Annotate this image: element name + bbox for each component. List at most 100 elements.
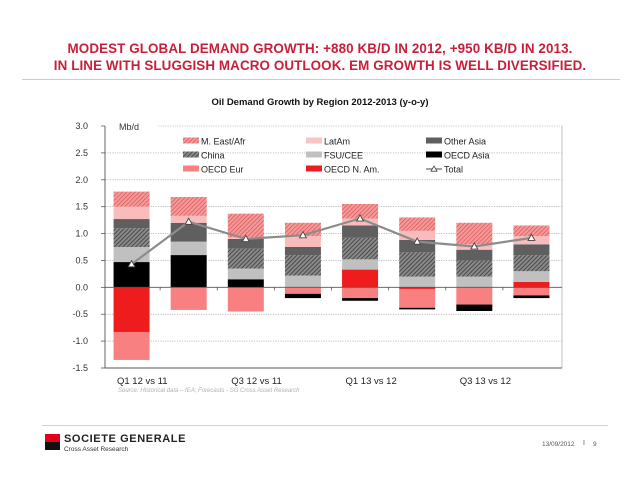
bar-segment	[513, 255, 550, 272]
bar-segment	[399, 217, 436, 231]
bar-stack	[227, 213, 264, 312]
bar-segment	[342, 287, 379, 299]
bar-segment	[342, 237, 379, 260]
bar-segment	[342, 203, 379, 219]
gridlines	[105, 125, 562, 342]
legend-swatch-icon	[426, 137, 442, 144]
bar-segment	[113, 287, 150, 332]
y-tick-label: 0.5	[75, 255, 88, 265]
bar-segment	[284, 236, 321, 247]
legend-swatch-icon	[183, 151, 199, 158]
company-name: SOCIETE GENERALE	[64, 433, 187, 445]
legend-item: China	[183, 151, 225, 161]
legend-swatch-icon	[183, 137, 199, 144]
footer-date: 13/09/2012	[542, 441, 575, 448]
bar-segment	[456, 276, 493, 288]
bar-segment	[113, 331, 150, 360]
bar-segment	[113, 206, 150, 220]
legend-label: FSU/CEE	[324, 151, 363, 161]
bar-segment	[170, 196, 207, 216]
bar-segment	[456, 249, 493, 261]
y-tick-label: 1.0	[75, 229, 88, 239]
bar-segment	[113, 191, 150, 207]
bar-segment	[227, 268, 264, 280]
legend-label: Other Asia	[444, 137, 486, 147]
total-series	[127, 213, 536, 268]
bar-segment	[227, 248, 264, 269]
bar-segment	[399, 287, 436, 289]
bar-stack	[399, 217, 436, 310]
legend-label: M. East/Afr	[201, 137, 246, 147]
legend-label: China	[201, 151, 225, 161]
legend-swatch-icon	[306, 137, 322, 144]
y-tick-label: 0.0	[75, 282, 88, 292]
y-tick-label: 1.5	[75, 202, 88, 212]
bar-segment	[342, 259, 379, 270]
bar-stack	[170, 196, 207, 310]
legend-triangle-icon	[430, 165, 438, 172]
societe-generale-logo-icon	[45, 434, 60, 450]
legend-item: M. East/Afr	[183, 137, 246, 147]
bar-segment	[227, 279, 264, 288]
legend-item: OECD Asia	[426, 151, 490, 161]
bar-segment	[113, 228, 150, 247]
bar-segment	[342, 269, 379, 288]
legend-label: LatAm	[324, 137, 350, 147]
headline-line-1: MODEST GLOBAL DEMAND GROWTH: +880 KB/D I…	[67, 41, 573, 56]
legend-swatch-icon	[426, 151, 442, 158]
bar-segment	[513, 281, 550, 288]
legend-swatch-icon	[306, 151, 322, 158]
y-tick-label: -1.0	[72, 336, 88, 346]
bar-segment	[342, 225, 379, 238]
bar-segment	[284, 275, 321, 288]
total-point-marker	[184, 217, 193, 225]
total-point-marker	[298, 230, 308, 239]
bar-segment	[399, 288, 436, 308]
bar-segment	[399, 252, 436, 277]
total-point-marker	[355, 213, 365, 222]
x-category-label: Q3 12 vs 11	[231, 376, 282, 387]
x-category-label: Q1 12 vs 11	[117, 376, 168, 387]
bar-segment	[170, 241, 207, 256]
legend-swatch-icon	[183, 165, 199, 172]
bar-segment	[456, 260, 493, 277]
division-name: Cross Asset Research	[64, 446, 129, 453]
legend-label: OECD N. Am.	[324, 165, 380, 175]
legend-item: LatAm	[306, 137, 350, 147]
bar-segment	[513, 225, 550, 237]
bar-segment	[342, 218, 379, 226]
x-category-label: Q3 13 vs 12	[460, 376, 511, 387]
total-point-marker	[527, 233, 536, 241]
page-number: 9	[593, 441, 597, 448]
y-tick-label: -1.5	[72, 363, 88, 373]
total-point-marker	[413, 237, 422, 245]
bar-segment	[513, 287, 550, 296]
bar-stacks	[113, 191, 550, 360]
legend-item: Other Asia	[426, 137, 486, 147]
legend-label: OECD Asia	[444, 151, 490, 161]
source-note: Source: Historical data – IEA; Forecasts…	[118, 388, 300, 394]
total-point-marker	[241, 234, 250, 242]
y-tick-labels: 3.0 2.5 2.0 1.5 1.0 0.5 0.0 -0.5 -1.0 -1.5	[72, 121, 88, 373]
bar-segment	[170, 287, 207, 310]
y-tick-label: 2.0	[75, 175, 88, 185]
bar-segment	[284, 247, 321, 256]
headline-line-2: IN LINE WITH SLUGGISH MACRO OUTLOOK. EM …	[53, 58, 587, 73]
legend-item: FSU/CEE	[306, 151, 363, 161]
slide-headline: MODEST GLOBAL DEMAND GROWTH: +880 KB/D I…	[0, 40, 640, 74]
y-tick-label: -0.5	[72, 309, 88, 319]
x-category-labels: Q1 12 vs 11 Q3 12 vs 11 Q1 13 vs 12 Q3 13 v…	[117, 376, 511, 387]
chart-legend: M. East/Afr LatAm Other Asia China FSU/CEE OE…	[183, 137, 490, 175]
bar-segment	[170, 255, 207, 288]
headline-divider	[22, 79, 620, 80]
bar-segment	[456, 287, 493, 305]
bar-segment	[227, 213, 264, 238]
bar-stack	[456, 222, 493, 311]
x-category-label: Q1 13 vs 12	[346, 376, 397, 387]
y-tick-label: 3.0	[75, 121, 88, 131]
legend-item: Total	[426, 165, 463, 175]
legend-swatch-icon	[306, 165, 322, 172]
bar-segment	[284, 287, 321, 294]
total-point-marker	[127, 259, 136, 268]
